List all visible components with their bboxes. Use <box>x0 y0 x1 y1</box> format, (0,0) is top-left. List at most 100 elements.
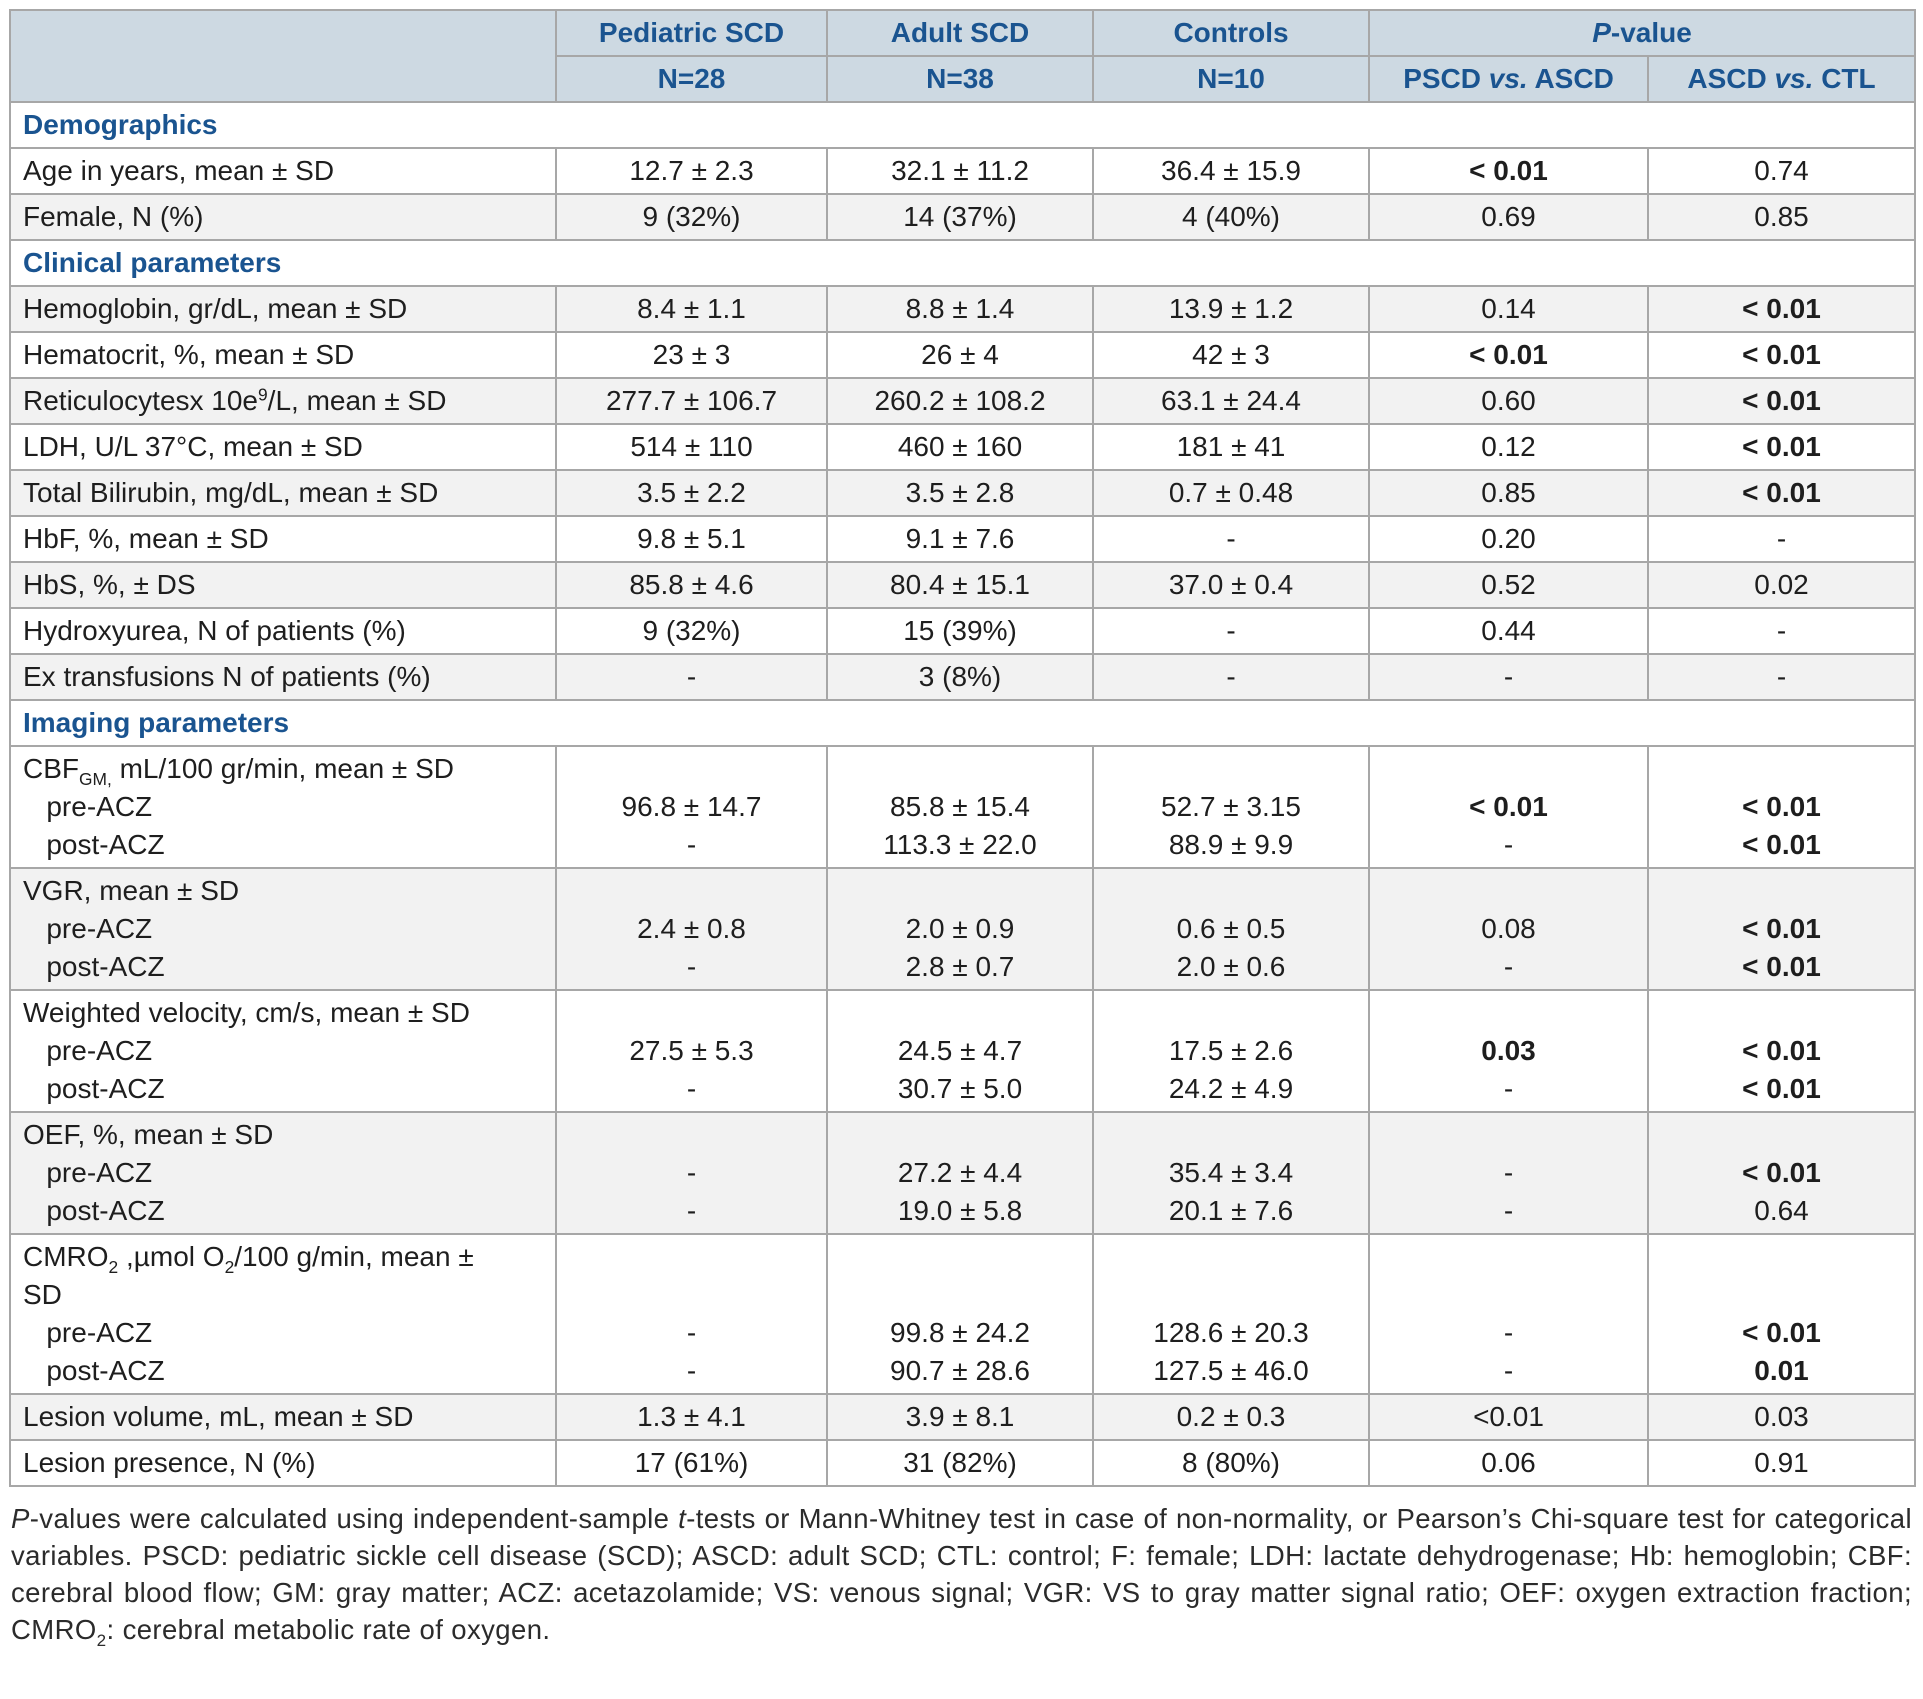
row-label: HbS, %, ± DS <box>9 561 557 609</box>
data-cell: 0.7 ± 0.48 <box>1092 469 1370 517</box>
data-cell: 0.85 <box>1647 193 1916 241</box>
section-header: Demographics <box>9 101 1916 149</box>
data-cell: 14 (37%) <box>826 193 1094 241</box>
col-header-pediatric-scd: Pediatric SCD <box>555 9 828 57</box>
table-row: Female, N (%) 9 (32%) 14 (37%) 4 (40%) 0.69 0… <box>9 193 1916 241</box>
data-cell: 1.3 ± 4.1 <box>555 1393 828 1441</box>
data-cell: 31 (82%) <box>826 1439 1094 1487</box>
data-cell: 80.4 ± 15.1 <box>826 561 1094 609</box>
row-label: Hematocrit, %, mean ± SD <box>9 331 557 379</box>
data-cell: - <box>1092 515 1370 563</box>
col-header-controls: Controls <box>1092 9 1370 57</box>
data-cell: < 0.01 <box>1647 377 1916 425</box>
data-cell: < 0.01 < 0.01 <box>1647 989 1916 1113</box>
data-cell: 3.5 ± 2.8 <box>826 469 1094 517</box>
data-cell: 13.9 ± 1.2 <box>1092 285 1370 333</box>
data-cell: 42 ± 3 <box>1092 331 1370 379</box>
data-cell: 128.6 ± 20.3 127.5 ± 46.0 <box>1092 1233 1370 1395</box>
paper-table-page: Pediatric SCD Adult SCD Controls P-value… <box>9 9 1916 1649</box>
section-header: Imaging parameters <box>9 699 1916 747</box>
row-label: CMRO2 ,µmol O2/100 g/min, mean ± SD pre-… <box>9 1233 557 1395</box>
data-cell: 15 (39%) <box>826 607 1094 655</box>
table-row: VGR, mean ± SD pre-ACZ post-ACZ 2.4 ± 0.… <box>9 867 1916 991</box>
results-table: Pediatric SCD Adult SCD Controls P-value… <box>9 9 1916 1487</box>
data-cell: 26 ± 4 <box>826 331 1094 379</box>
data-cell: - - <box>555 1111 828 1235</box>
data-cell: 52.7 ± 3.15 88.9 ± 9.9 <box>1092 745 1370 869</box>
data-cell: 0.20 <box>1368 515 1649 563</box>
data-cell: < 0.01 0.64 <box>1647 1111 1916 1235</box>
data-cell: 260.2 ± 108.2 <box>826 377 1094 425</box>
data-cell: 0.02 <box>1647 561 1916 609</box>
table-row: CMRO2 ,µmol O2/100 g/min, mean ± SD pre-… <box>9 1233 1916 1395</box>
data-cell: 0.6 ± 0.5 2.0 ± 0.6 <box>1092 867 1370 991</box>
data-cell: 85.8 ± 4.6 <box>555 561 828 609</box>
data-cell: 3.9 ± 8.1 <box>826 1393 1094 1441</box>
data-cell: 24.5 ± 4.7 30.7 ± 5.0 <box>826 989 1094 1113</box>
col-header-adult-scd: Adult SCD <box>826 9 1094 57</box>
table-header: Pediatric SCD Adult SCD Controls P-value… <box>9 9 1916 103</box>
data-cell: 99.8 ± 24.2 90.7 ± 28.6 <box>826 1233 1094 1395</box>
table-body: Demographics Age in years, mean ± SD 12.7 … <box>9 101 1916 1487</box>
data-cell: < 0.01 <box>1368 147 1649 195</box>
data-cell: 514 ± 110 <box>555 423 828 471</box>
data-cell: 2.4 ± 0.8 - <box>555 867 828 991</box>
table-row: Reticulocytesx 10e9/L, mean ± SD 277.7 ± … <box>9 377 1916 425</box>
data-cell: 27.5 ± 5.3 - <box>555 989 828 1113</box>
data-cell: 35.4 ± 3.4 20.1 ± 7.6 <box>1092 1111 1370 1235</box>
data-cell: 8.4 ± 1.1 <box>555 285 828 333</box>
data-cell: 0.2 ± 0.3 <box>1092 1393 1370 1441</box>
table-row: CBFGM, mL/100 gr/min, mean ± SD pre-ACZ … <box>9 745 1916 869</box>
data-cell: 9.1 ± 7.6 <box>826 515 1094 563</box>
table-row: Hemoglobin, gr/dL, mean ± SD 8.4 ± 1.1 8.8… <box>9 285 1916 333</box>
data-cell: - <box>1647 653 1916 701</box>
data-cell: 3.5 ± 2.2 <box>555 469 828 517</box>
row-label: HbF, %, mean ± SD <box>9 515 557 563</box>
table-row: LDH, U/L 37°C, mean ± SD 514 ± 110 460 ± 1… <box>9 423 1916 471</box>
col-subheader-n28: N=28 <box>555 55 828 103</box>
row-label: Age in years, mean ± SD <box>9 147 557 195</box>
col-subheader-ascd-vs-ctl: ASCD vs. CTL <box>1647 55 1916 103</box>
data-cell: - <box>1092 607 1370 655</box>
data-cell: 181 ± 41 <box>1092 423 1370 471</box>
table-row: Imaging parameters <box>9 699 1916 747</box>
data-cell: 4 (40%) <box>1092 193 1370 241</box>
data-cell: 9.8 ± 5.1 <box>555 515 828 563</box>
data-cell: 9 (32%) <box>555 607 828 655</box>
data-cell: - - <box>1368 1111 1649 1235</box>
data-cell: 12.7 ± 2.3 <box>555 147 828 195</box>
data-cell: < 0.01 <box>1647 469 1916 517</box>
table-row: OEF, %, mean ± SD pre-ACZ post-ACZ - - 2… <box>9 1111 1916 1235</box>
col-subheader-n38: N=38 <box>826 55 1094 103</box>
data-cell: 0.91 <box>1647 1439 1916 1487</box>
data-cell: 27.2 ± 4.4 19.0 ± 5.8 <box>826 1111 1094 1235</box>
corner-cell <box>9 9 557 103</box>
row-label: Female, N (%) <box>9 193 557 241</box>
data-cell: - - <box>555 1233 828 1395</box>
data-cell: < 0.01 < 0.01 <box>1647 867 1916 991</box>
table-row: Clinical parameters <box>9 239 1916 287</box>
table-row: Demographics <box>9 101 1916 149</box>
data-cell: 23 ± 3 <box>555 331 828 379</box>
data-cell: 0.03 <box>1647 1393 1916 1441</box>
data-cell: 63.1 ± 24.4 <box>1092 377 1370 425</box>
data-cell: 96.8 ± 14.7 - <box>555 745 828 869</box>
data-cell: 2.0 ± 0.9 2.8 ± 0.7 <box>826 867 1094 991</box>
table-row: Weighted velocity, cm/s, mean ± SD pre-A… <box>9 989 1916 1113</box>
row-label: Total Bilirubin, mg/dL, mean ± SD <box>9 469 557 517</box>
table-row: HbS, %, ± DS 85.8 ± 4.6 80.4 ± 15.1 37.0 ± … <box>9 561 1916 609</box>
data-cell: 0.69 <box>1368 193 1649 241</box>
data-cell: 32.1 ± 11.2 <box>826 147 1094 195</box>
data-cell: < 0.01 <box>1647 423 1916 471</box>
data-cell: < 0.01 <box>1647 331 1916 379</box>
row-label: VGR, mean ± SD pre-ACZ post-ACZ <box>9 867 557 991</box>
data-cell: 0.14 <box>1368 285 1649 333</box>
data-cell: - <box>1092 653 1370 701</box>
data-cell: 37.0 ± 0.4 <box>1092 561 1370 609</box>
table-row: Age in years, mean ± SD 12.7 ± 2.3 32.1 ± … <box>9 147 1916 195</box>
row-label: Hydroxyurea, N of patients (%) <box>9 607 557 655</box>
data-cell: 277.7 ± 106.7 <box>555 377 828 425</box>
data-cell: 9 (32%) <box>555 193 828 241</box>
data-cell: 0.06 <box>1368 1439 1649 1487</box>
data-cell: 0.60 <box>1368 377 1649 425</box>
